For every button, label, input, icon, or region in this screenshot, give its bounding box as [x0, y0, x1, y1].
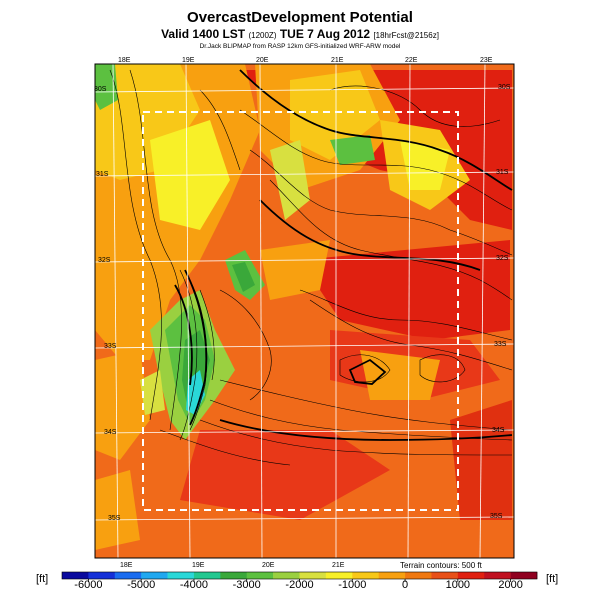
lat-label-right: 33S: [494, 341, 507, 348]
thick-contours: [174, 69, 513, 441]
colorbar-swatch: [114, 572, 142, 579]
colorbar-swatch: [325, 572, 353, 579]
colorbar-tick-label: -2000: [285, 579, 314, 591]
lon-label-bottom: 21E: [332, 562, 345, 569]
lat-label-left: 35S: [108, 515, 121, 522]
lat-label-left: 31S: [96, 171, 109, 178]
lat-label-left: 30S: [94, 86, 107, 93]
valid-time-lst: Valid 1400 LST: [161, 27, 246, 41]
colorbar-swatch: [431, 572, 459, 579]
colorbar-swatch: [405, 572, 432, 579]
colorbar-unit-right: [ft]: [546, 573, 559, 585]
colorbar-unit-left: [ft]: [36, 573, 49, 585]
colorbar-swatch: [510, 572, 538, 579]
colorbar-tick-label: -6000: [74, 579, 103, 591]
colorbar-tick-label: -1000: [338, 579, 367, 591]
colorbar-swatch: [484, 572, 511, 579]
lon-label-top: 18E: [118, 57, 131, 64]
colorbar-swatch: [193, 572, 221, 579]
colorbar-tick-label: 1000: [445, 579, 471, 591]
lat-label-right: 32S: [496, 255, 509, 262]
lon-label-bottom: 19E: [192, 562, 205, 569]
colorbar-swatch: [62, 572, 89, 579]
lat-label-right: 30S: [498, 84, 511, 91]
lon-label-top: 23E: [480, 57, 493, 64]
lat-label-left: 32S: [98, 257, 111, 264]
colorbar-swatch: [220, 572, 248, 579]
odp-field: [95, 64, 514, 558]
valid-time-utc: (1200Z): [248, 31, 277, 40]
lon-label-top: 21E: [331, 57, 344, 64]
colorbar-tick-label: -3000: [232, 579, 261, 591]
colorbar-swatch: [88, 572, 116, 579]
lat-label-left: 34S: [104, 429, 117, 436]
colorbar: [61, 571, 538, 580]
colorbar-swatch: [141, 572, 168, 579]
lon-label-top: 22E: [405, 57, 418, 64]
model-credit: Dr.Jack BLIPMAP from RASP 12km GFS-initi…: [199, 43, 401, 50]
lat-label-right: 34S: [492, 427, 505, 434]
colorbar-swatch: [299, 572, 327, 579]
colorbar-swatch: [273, 572, 300, 579]
valid-time: Valid 1400 LST (1200Z) TUE 7 Aug 2012 [1…: [0, 27, 600, 41]
colorbar-tick-label: -5000: [127, 579, 156, 591]
lat-label-right: 35S: [490, 513, 503, 520]
colorbar-swatch: [246, 572, 274, 579]
lon-label-bottom: 18E: [120, 562, 133, 569]
map-frame: [94, 63, 515, 559]
terrain-contour-note: Terrain contours: 500 ft: [400, 561, 482, 570]
colorbar-tick-label: 0: [401, 579, 409, 591]
colorbar-tick-label: -4000: [179, 579, 208, 591]
lat-label-left: 33S: [104, 343, 117, 350]
map-title: OvercastDevelopment Potential: [187, 9, 413, 26]
forecast-info: [18hrFcst@2156z]: [373, 31, 439, 40]
lat-label-right: 31S: [496, 169, 509, 176]
graticule: [94, 63, 515, 559]
colorbar-swatch: [167, 572, 195, 579]
valid-date: TUE 7 Aug 2012: [279, 27, 371, 41]
colorbar-swatch: [378, 572, 406, 579]
colorbar-swatch: [457, 572, 485, 579]
lon-label-bottom: 20E: [262, 562, 275, 569]
inner-domain-boundary: [142, 111, 459, 511]
colorbar-swatch: [352, 572, 379, 579]
lon-label-top: 19E: [182, 57, 195, 64]
lon-label-top: 20E: [256, 57, 269, 64]
colorbar-tick-label: 2000: [498, 579, 523, 591]
